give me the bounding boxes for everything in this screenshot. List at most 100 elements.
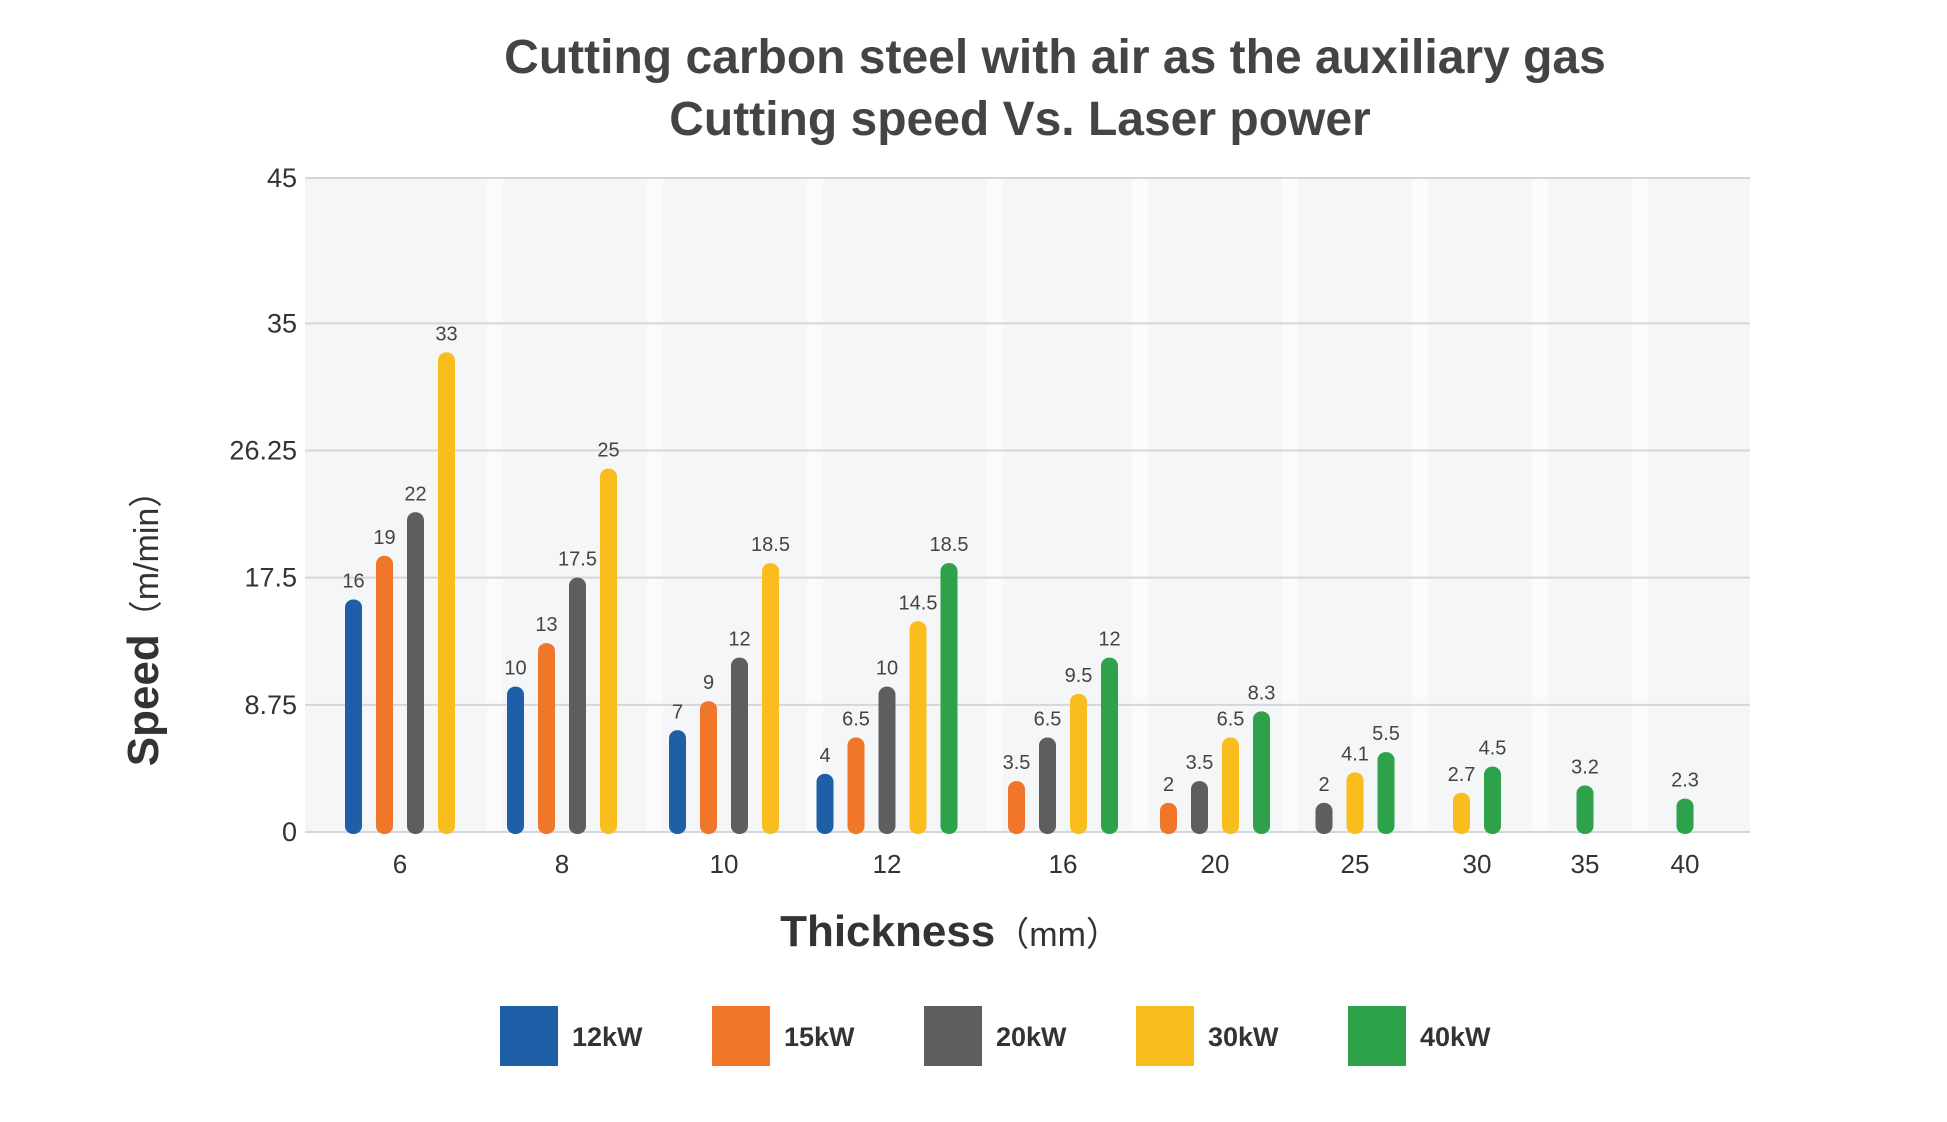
- bar: [376, 555, 393, 834]
- x-tick-label: 16: [1049, 849, 1078, 879]
- data-label: 9: [703, 672, 714, 694]
- legend: 12kW 15kW 20kW 30kW 40kW: [500, 1006, 1491, 1066]
- data-label: 2.3: [1671, 770, 1699, 792]
- data-label: 33: [435, 323, 457, 345]
- column-separator: [1632, 178, 1648, 832]
- y-axis-label: Speed: [119, 634, 168, 766]
- bar: [847, 737, 865, 834]
- bar: [1484, 766, 1501, 834]
- bar: [600, 468, 617, 834]
- x-tick-label: 40: [1671, 849, 1700, 879]
- bars: [345, 352, 1694, 834]
- legend-label: 40kW: [1420, 1022, 1491, 1052]
- data-label: 2: [1318, 774, 1329, 796]
- bar: [1377, 752, 1395, 834]
- data-label: 4.5: [1479, 738, 1507, 760]
- column-separator: [647, 178, 663, 832]
- x-tick-label: 10: [710, 849, 739, 879]
- y-tick-label: 8.75: [244, 690, 297, 720]
- legend-label: 12kW: [572, 1022, 643, 1052]
- data-label: 3.2: [1571, 756, 1599, 778]
- legend-swatch: [1348, 1006, 1406, 1066]
- x-tick-label: 8: [555, 849, 569, 879]
- bar: [569, 577, 586, 834]
- y-tick-label: 45: [267, 163, 297, 193]
- y-tick-label: 35: [267, 308, 297, 338]
- bar: [1315, 802, 1333, 834]
- data-label: 14.5: [899, 592, 938, 614]
- bar: [909, 621, 927, 834]
- column-separator: [1132, 178, 1148, 832]
- x-axis-ticks: 6 8 10 12 16 20 25 30 35 40: [393, 849, 1700, 879]
- bar: [1346, 772, 1364, 834]
- bar: [345, 599, 362, 834]
- x-axis-unit: （mm）: [995, 916, 1120, 954]
- x-tick-label: 25: [1341, 849, 1370, 879]
- bar: [1070, 693, 1087, 834]
- data-label: 12: [1098, 629, 1120, 651]
- data-label: 6.5: [1217, 709, 1245, 731]
- y-tick-label: 17.5: [244, 563, 297, 593]
- y-axis-title: Speed（m/min）: [119, 474, 168, 767]
- data-label: 12: [728, 629, 750, 651]
- data-label: 9.5: [1065, 665, 1093, 687]
- bar: [669, 730, 686, 834]
- x-tick-label: 30: [1463, 849, 1492, 879]
- legend-swatch: [500, 1006, 558, 1066]
- column-separator: [487, 178, 503, 832]
- data-label: 2.7: [1448, 764, 1476, 786]
- data-label: 4: [819, 745, 830, 767]
- chart-title: Cutting carbon steel with air as the aux…: [504, 31, 1606, 84]
- x-tick-label: 20: [1201, 849, 1230, 879]
- bar: [1222, 737, 1239, 834]
- bar: [816, 773, 834, 834]
- y-tick-label: 26.25: [229, 436, 297, 466]
- data-label: 5.5: [1372, 723, 1400, 745]
- legend-swatch: [1136, 1006, 1194, 1066]
- data-label: 3.5: [1003, 752, 1031, 774]
- bar: [1101, 657, 1118, 834]
- column-separator: [987, 178, 1003, 832]
- legend-label: 30kW: [1208, 1022, 1279, 1052]
- x-tick-label: 35: [1571, 849, 1600, 879]
- column-separator: [1532, 178, 1548, 832]
- bar: [940, 563, 958, 834]
- data-label: 19: [373, 527, 395, 549]
- data-label: 3.5: [1186, 752, 1214, 774]
- chart-subtitle: Cutting speed Vs. Laser power: [669, 93, 1370, 146]
- bar: [1039, 737, 1056, 834]
- data-label: 17.5: [558, 549, 597, 571]
- bar: [407, 512, 424, 834]
- data-label: 2: [1163, 774, 1174, 796]
- data-label: 22: [404, 483, 426, 505]
- bar: [1008, 781, 1025, 834]
- bar: [878, 686, 896, 834]
- column-separator: [807, 178, 823, 832]
- y-tick-label: 0: [282, 817, 297, 847]
- data-label: 4.1: [1341, 743, 1369, 765]
- bar: [1160, 802, 1177, 834]
- data-labels: 16192233101317.525791218.546.51014.518.5…: [342, 323, 1699, 796]
- legend-swatch: [712, 1006, 770, 1066]
- x-axis-label: Thickness: [780, 907, 995, 956]
- bar: [1453, 792, 1470, 834]
- x-axis-title: Thickness（mm）: [780, 907, 1120, 956]
- bar: [1253, 711, 1270, 834]
- x-tick-label: 12: [873, 849, 902, 879]
- x-tick-label: 6: [393, 849, 407, 879]
- data-label: 18.5: [751, 534, 790, 556]
- legend-label: 20kW: [996, 1022, 1067, 1052]
- bar: [762, 563, 779, 834]
- bar: [1191, 781, 1208, 834]
- column-separator: [1282, 178, 1298, 832]
- data-label: 6.5: [1034, 709, 1062, 731]
- bar: [1576, 785, 1594, 834]
- legend-label: 15kW: [784, 1022, 855, 1052]
- column-separator: [1412, 178, 1428, 832]
- bar: [731, 657, 748, 834]
- bar: [1676, 798, 1694, 834]
- bar: [507, 686, 524, 834]
- data-label: 18.5: [930, 534, 969, 556]
- y-axis-ticks: 0 8.75 17.5 26.25 35 45: [229, 163, 297, 847]
